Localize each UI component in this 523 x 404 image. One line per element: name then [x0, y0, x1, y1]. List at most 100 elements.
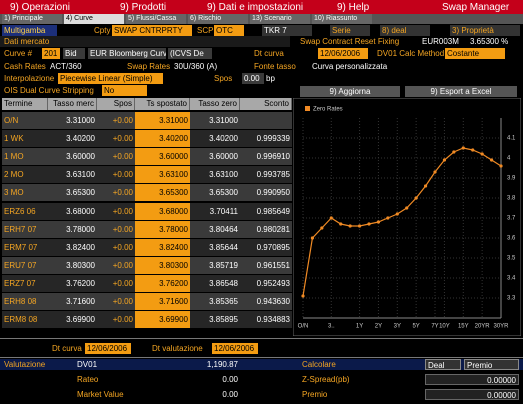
x-tick-label: 10Y: [439, 324, 450, 330]
x-tick-label: 7Y: [431, 324, 438, 330]
export[interactable]: 9) Esport a Excel: [405, 86, 517, 97]
item: 3.63100: [190, 166, 240, 184]
item[interactable]: 1) Principale: [2, 14, 62, 24]
item: 1 MO: [2, 148, 48, 166]
y-tick-label: 3.5: [507, 256, 516, 262]
item[interactable]: 4) Curve: [64, 14, 124, 24]
item[interactable]: 3.60000: [135, 148, 190, 166]
curve-point: [301, 294, 305, 298]
y-tick-label: 3.8: [507, 196, 516, 202]
item: ERH8 08: [2, 293, 48, 310]
zspread-val: 0.00000: [425, 374, 519, 385]
item: 0.999339: [240, 130, 292, 148]
curve-num[interactable]: 201: [42, 48, 60, 59]
x-tick-label: O/N: [298, 324, 309, 330]
interp[interactable]: Piecewise Linear (Simple): [58, 73, 163, 84]
item: +0.00: [97, 184, 135, 202]
item: +0.00: [97, 148, 135, 166]
item[interactable]: 6) Rischio: [188, 14, 248, 24]
legend-label: Zero Rates: [313, 107, 343, 113]
y-tick-label: 3.4: [507, 276, 516, 282]
item: Tasso zero: [190, 98, 240, 110]
item[interactable]: 3.76200: [135, 274, 190, 292]
dt[interactable]: 12/06/2006: [318, 48, 368, 59]
item[interactable]: 5) Flussi/Cassa: [126, 14, 186, 24]
separator: [0, 338, 523, 339]
premio: Premio: [302, 390, 328, 399]
cash-label: Cash Rates: [4, 62, 46, 71]
mv: Market Value: [77, 390, 124, 399]
ois[interactable]: No: [102, 85, 147, 96]
swap-label: Swap Rates: [127, 62, 170, 71]
item[interactable]: 3.31000: [135, 112, 190, 129]
deal: Deal: [425, 359, 461, 370]
curve-point: [471, 148, 475, 152]
summary-bar: [0, 359, 523, 370]
curve-point: [348, 224, 352, 228]
item: 3.70411: [190, 202, 240, 220]
x-tick-label: 3Y: [394, 324, 401, 330]
item: +0.00: [97, 238, 135, 256]
item: ERZ7 07: [2, 274, 48, 292]
item: [240, 112, 292, 129]
item: 3.78000: [48, 220, 97, 238]
item: Sconto: [240, 98, 292, 110]
cpty[interactable]: SWAP CNTRPRTY: [112, 25, 192, 36]
curve-label: Curve #: [4, 49, 33, 58]
item: 3.65300: [190, 184, 240, 202]
item[interactable]: 3.82400: [135, 238, 190, 256]
item[interactable]: 3.40200: [135, 130, 190, 148]
item[interactable]: 3.63100: [135, 166, 190, 184]
val[interactable]: 12/06/2006: [212, 343, 258, 354]
item[interactable]: 3.69900: [135, 311, 190, 329]
item[interactable]: 3.71600: [135, 293, 190, 310]
curve-point: [339, 222, 343, 226]
mv-val: 0.00: [222, 390, 238, 399]
scp[interactable]: OTC: [214, 25, 244, 36]
item: +0.00: [97, 311, 135, 329]
item: +0.00: [97, 112, 135, 129]
item: +0.00: [97, 130, 135, 148]
item[interactable]: 13) Scenario: [250, 14, 310, 24]
calc: Calcolare: [302, 360, 336, 369]
item: ERH7 07: [2, 220, 48, 238]
item[interactable]: 9) Operazioni: [10, 2, 71, 13]
premio-val: 0.00000: [425, 389, 519, 400]
ois-label: OIS Dual Curve Stripping: [4, 86, 94, 95]
item: 3.60000: [190, 148, 240, 166]
item: +0.00: [97, 256, 135, 274]
item: ERU7 07: [2, 256, 48, 274]
item: 0.961551: [240, 256, 292, 274]
item[interactable]: 10) Riassunto: [312, 14, 372, 24]
zspread: Z-Spread(pb): [302, 375, 350, 384]
curve-point: [405, 206, 409, 210]
item: ERZ6 06: [2, 202, 48, 220]
multigamba: Multigamba: [2, 25, 57, 36]
curve-point: [452, 150, 456, 154]
item[interactable]: 9) Help: [337, 2, 370, 13]
section-bar: [0, 36, 290, 47]
scp-label: SCP: [197, 26, 214, 35]
update[interactable]: 9) Aggiorna: [300, 86, 400, 97]
item: Spos: [97, 98, 135, 110]
rateo-val: 0.00: [222, 375, 238, 384]
x-tick-label: 15Y: [458, 324, 469, 330]
side: Bid: [63, 48, 85, 59]
y-tick-label: 3.9: [507, 176, 516, 182]
x-tick-label: 5Y: [412, 324, 419, 330]
item: O/N: [2, 112, 48, 129]
reset-label: Swap Contract Reset Fixing: [300, 37, 400, 46]
item[interactable]: 9) Prodotti: [120, 2, 167, 13]
item: 0.996910: [240, 148, 292, 166]
item[interactable]: 3.80300: [135, 256, 190, 274]
item: 3.76200: [48, 274, 97, 292]
item: 3.85365: [190, 293, 240, 310]
item[interactable]: 9) Dati e impostazioni: [207, 2, 304, 13]
item[interactable]: 3.65300: [135, 184, 190, 202]
item[interactable]: 3.78000: [135, 220, 190, 238]
dt[interactable]: 12/06/2006: [85, 343, 131, 354]
dv01[interactable]: Costante: [445, 48, 505, 59]
item: 2 MO: [2, 166, 48, 184]
item: 3.71600: [48, 293, 97, 310]
item[interactable]: 3.68000: [135, 202, 190, 220]
